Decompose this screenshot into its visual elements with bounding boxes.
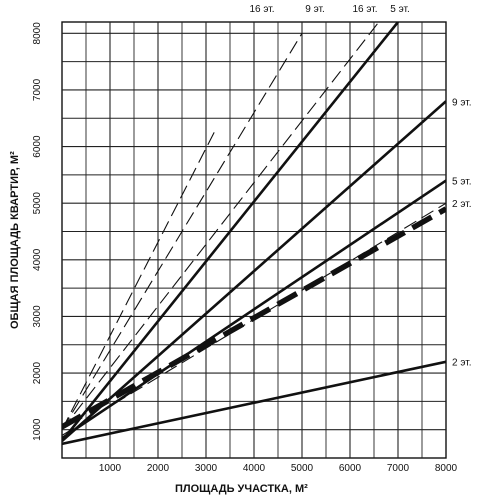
series-line-2 — [62, 22, 400, 442]
y-tick-label: 6000 — [32, 135, 43, 158]
series-line-8 — [62, 360, 446, 446]
series-label: 5 эт. — [452, 177, 471, 188]
x-axis-title: ПЛОЩАДЬ УЧАСТКА, М² — [175, 483, 308, 495]
y-tick-label: 8000 — [32, 22, 43, 45]
series-line-1 — [62, 33, 303, 430]
y-tick-label: 1000 — [32, 418, 43, 441]
x-tick-label: 7000 — [387, 463, 410, 474]
tick-labels: 1000 2000 3000 4000 5000 6000 7000 8000 1000 2000… — [32, 22, 458, 474]
series-line-7 — [62, 206, 446, 430]
series-label-top: 5 эт. — [390, 4, 409, 15]
x-tick-label: 3000 — [195, 463, 218, 474]
y-tick-label: 7000 — [32, 78, 43, 101]
series-line-0 — [62, 129, 217, 430]
y-tick-label: 4000 — [32, 248, 43, 271]
series-labels: 9 эт. 5 эт. 2 эт. 2 эт. 16 эт. 9 эт. 16 эт. 5 э… — [249, 4, 471, 369]
x-tick-label: 1000 — [99, 463, 122, 474]
series-line-4 — [62, 100, 446, 442]
x-tick-label: 5000 — [291, 463, 314, 474]
y-tick-label: 3000 — [32, 305, 43, 328]
series-label-top: 16 эт. — [249, 4, 274, 15]
series-label: 9 эт. — [452, 97, 471, 108]
series-label: 2 эт. — [452, 199, 471, 210]
series-label-top: 9 эт. — [305, 4, 324, 15]
x-tick-label: 4000 — [243, 463, 266, 474]
series-label-top: 16 эт. — [352, 4, 377, 15]
grid — [61, 21, 447, 459]
x-tick-label: 2000 — [147, 463, 170, 474]
y-tick-label: 5000 — [32, 192, 43, 215]
y-axis-title: ОБЩАЯ ПЛОЩАДЬ КВАРТИР, М² — [9, 151, 21, 329]
series-line-5 — [62, 179, 446, 440]
series-layer — [62, 22, 446, 446]
series-label: 2 эт. — [452, 358, 471, 369]
x-tick-label: 8000 — [435, 463, 458, 474]
y-tick-label: 2000 — [32, 362, 43, 385]
series-line-3 — [62, 22, 380, 431]
x-tick-label: 6000 — [339, 463, 362, 474]
